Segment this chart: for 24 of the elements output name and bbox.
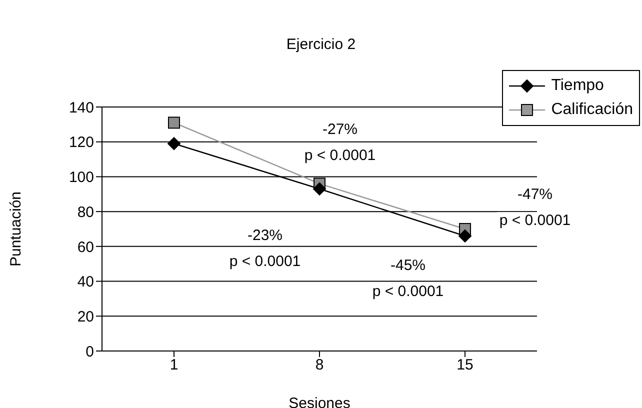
y-axis-title: Puntuación (7, 191, 24, 267)
y-tick-label: 60 (77, 238, 94, 256)
y-tick-label: 40 (77, 274, 94, 291)
annotation: -47% p < 0.0001 (498, 186, 572, 229)
y-tick-label: 100 (68, 169, 94, 186)
point (458, 229, 472, 242)
annotation: -27% p < 0.0001 (303, 121, 377, 164)
legend-label: Calificación (551, 101, 633, 119)
x-tick-label: 15 (456, 356, 474, 374)
x-axis-title: Sesiones (288, 395, 350, 408)
legend-label: Tiempo (551, 77, 604, 95)
y-tick-label: 120 (68, 134, 94, 152)
y-tick-label: 0 (86, 343, 94, 360)
annotation: -23% p < 0.0001 (228, 227, 302, 270)
x-tick-label: 8 (315, 356, 324, 374)
y-tick-label: 80 (77, 204, 94, 221)
y-tick-label: 20 (77, 308, 94, 326)
point (313, 182, 326, 196)
point (168, 137, 180, 150)
annotation: -45% p < 0.0001 (371, 257, 445, 300)
chart-title: Ejercicio 2 (285, 36, 357, 53)
y-tick-label: 140 (68, 99, 94, 116)
x-tick-label: 1 (170, 356, 178, 374)
point (168, 116, 180, 129)
